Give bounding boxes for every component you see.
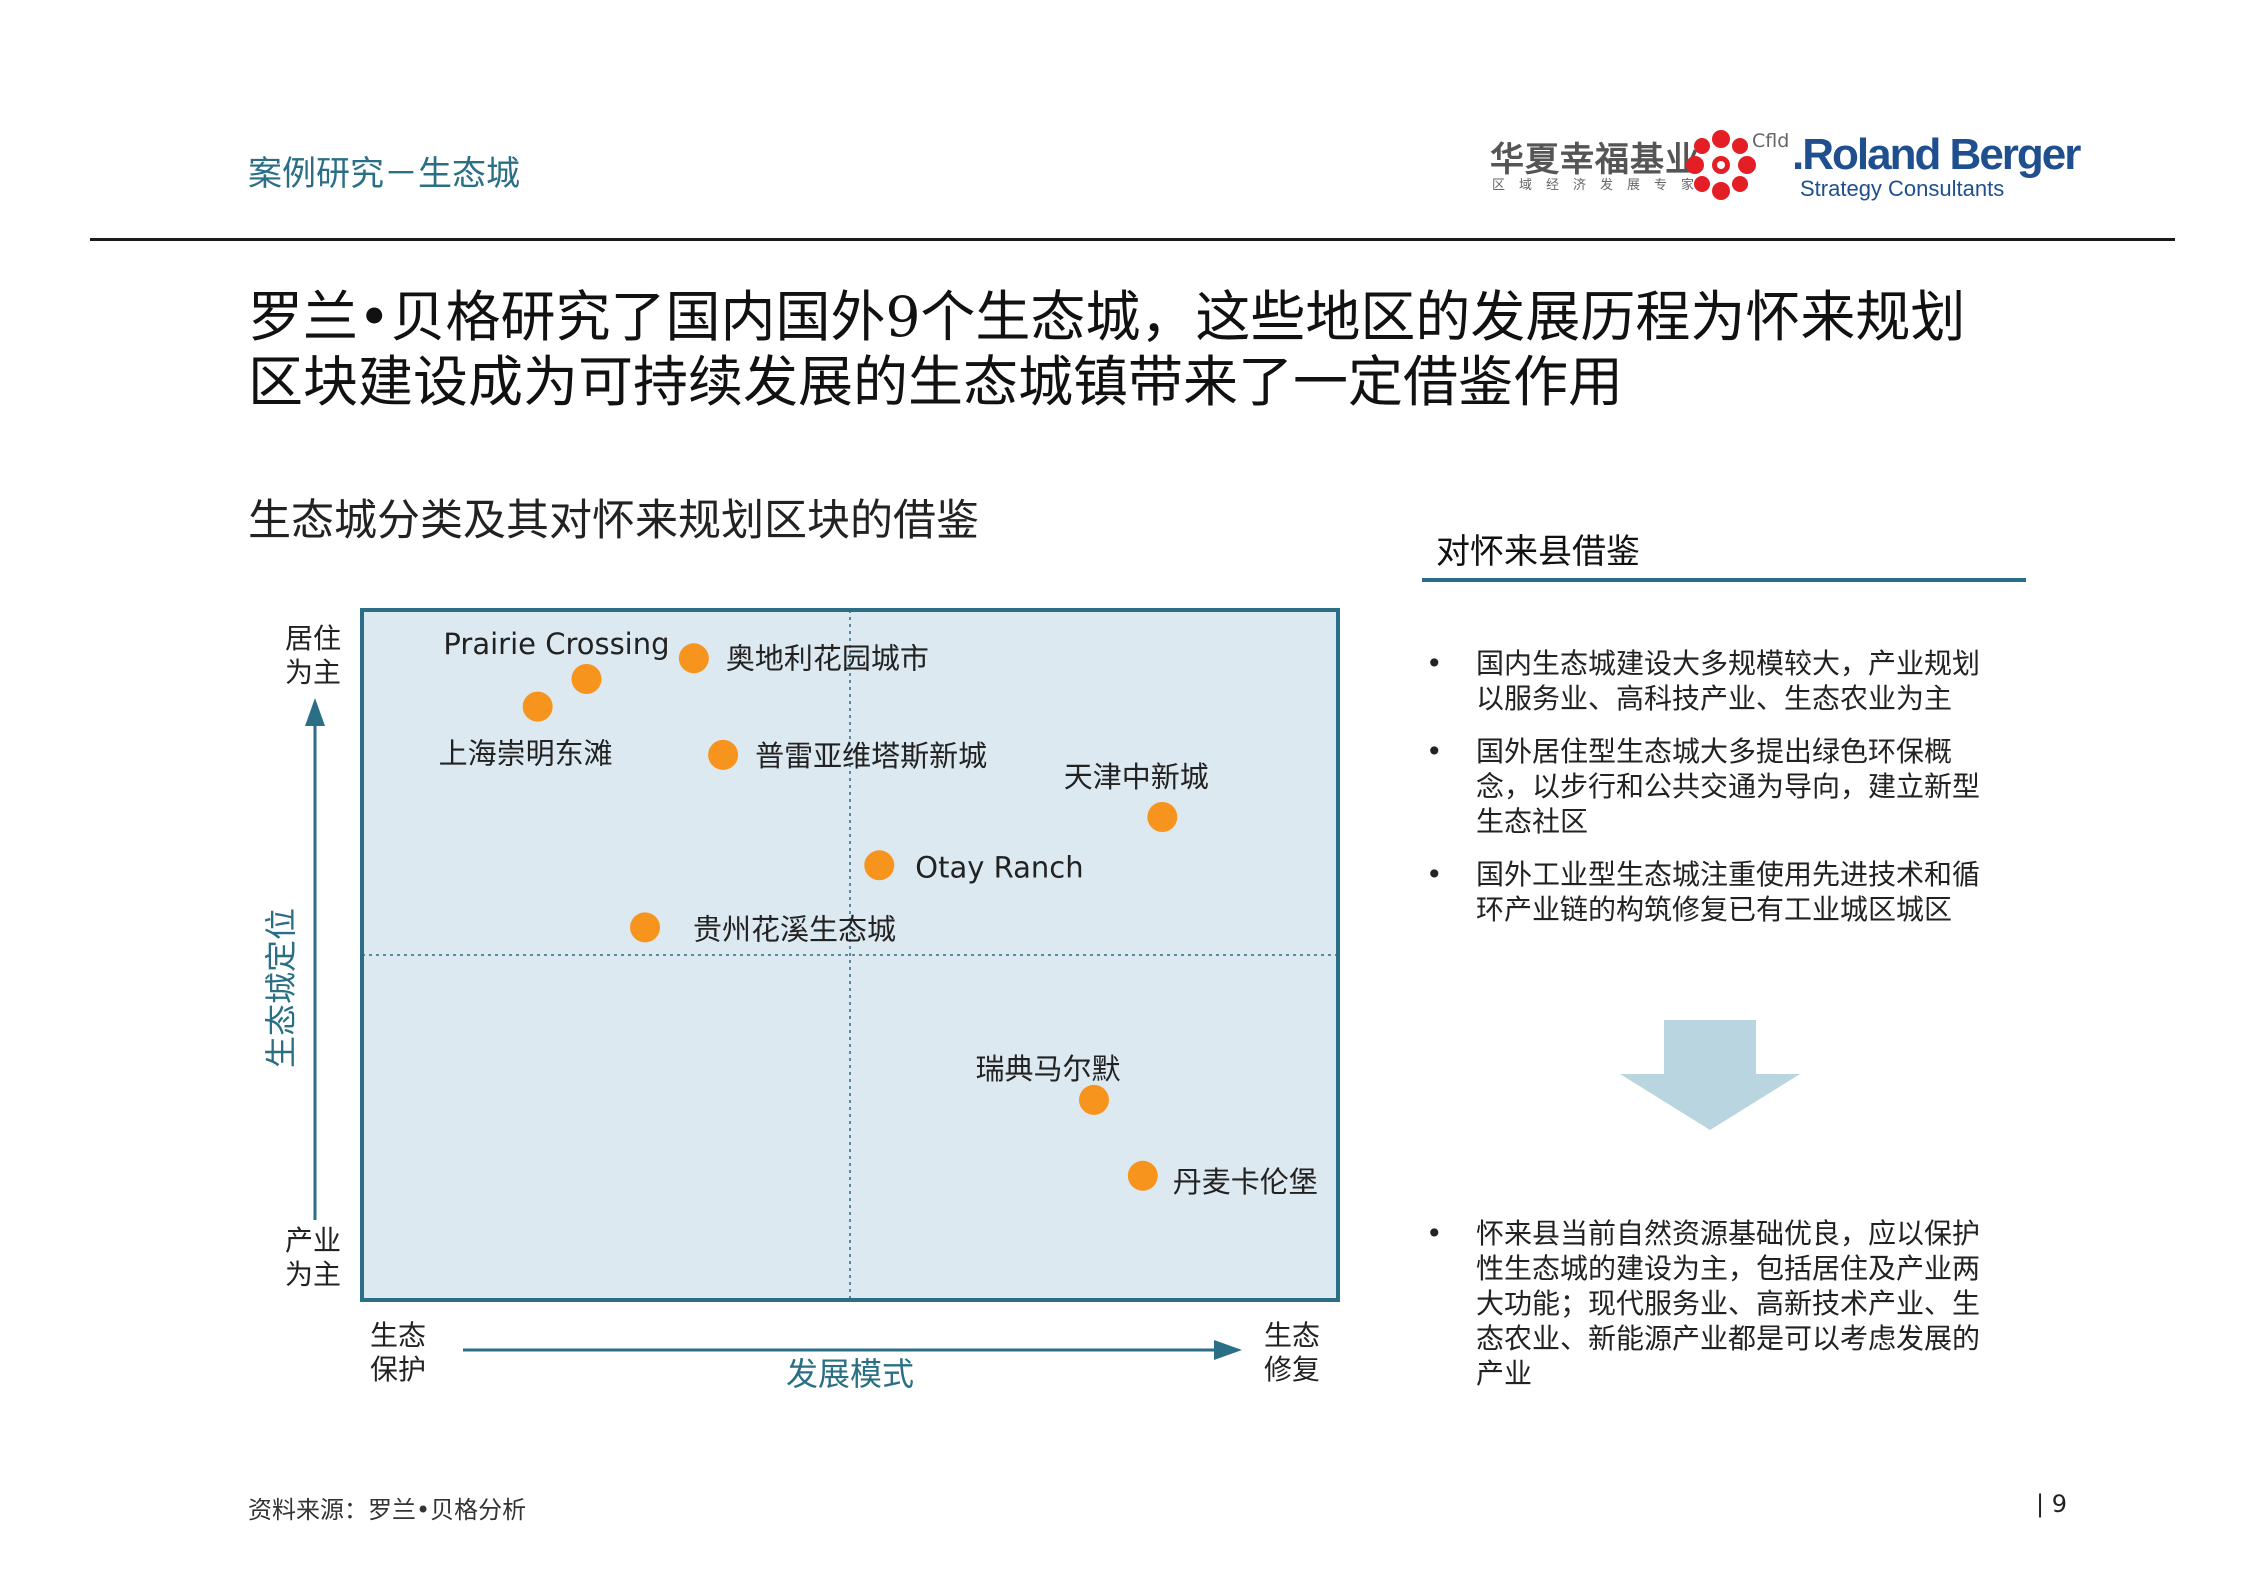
bullet-text: 国外居住型生态城大多提出绿色环保概念，以步行和公共交通为导向，建立新型生态社区 — [1476, 735, 1981, 838]
data-point-label: Otay Ranch — [915, 850, 1083, 884]
data-point — [678, 643, 709, 674]
bullet-item: • 国内生态城建设大多规模较大，产业规划以服务业、高科技产业、生态农业为主 — [1426, 646, 2006, 716]
page-number: | 9 — [2036, 1490, 2067, 1518]
bullet-text: 怀来县当前自然资源基础优良，应以保护性生态城的建设为主，包括居住及产业两大功能；… — [1476, 1217, 1981, 1390]
page-headline: 罗兰•贝格研究了国内国外9个生态城，这些地区的发展历程为怀来规划 区块建设成为可… — [248, 285, 2048, 415]
bullet-dot: • — [1426, 735, 1443, 768]
bullet-item: • 国外工业型生态城注重使用先进技术和循环产业链的构筑修复已有工业城区城区 — [1426, 857, 2006, 927]
bullet-list-top: • 国内生态城建设大多规模较大，产业规划以服务业、高科技产业、生态农业为主 • 国外居… — [1426, 646, 2006, 945]
data-point-label: 瑞典马尔默 — [975, 1052, 1120, 1086]
data-point — [864, 850, 895, 881]
x-axis-title: 发展模式 — [786, 1355, 914, 1393]
down-arrow-icon — [1620, 1020, 1800, 1130]
source-note: 资料来源：罗兰•贝格分析 — [248, 1496, 527, 1524]
x-axis-left-label: 生态保护 — [370, 1319, 426, 1386]
header-divider — [90, 238, 2175, 241]
bullet-item: • 国外居住型生态城大多提出绿色环保概念，以步行和公共交通为导向，建立新型生态社区 — [1426, 734, 2006, 839]
data-point — [1147, 802, 1178, 832]
logo-cfld-chinese: 华夏幸福基业 — [1490, 140, 1700, 180]
data-point-label: 天津中新城 — [1064, 760, 1209, 794]
data-point — [522, 691, 553, 722]
bullet-item: • 怀来县当前自然资源基础优良，应以保护性生态城的建设为主，包括居住及产业两大功能… — [1426, 1216, 2006, 1391]
bullet-dot: • — [1426, 858, 1443, 891]
page-number-value: 9 — [2051, 1490, 2067, 1518]
panel-title-underline — [1422, 578, 2026, 582]
panel-title: 对怀来县借鉴 — [1436, 532, 1640, 572]
chart-title: 生态城分类及其对怀来规划区块的借鉴 — [248, 496, 979, 546]
bullet-text: 国内生态城建设大多规模较大，产业规划以服务业、高科技产业、生态农业为主 — [1476, 647, 1981, 715]
data-point-label: 奥地利花园城市 — [726, 641, 929, 675]
bullet-list-bottom: • 怀来县当前自然资源基础优良，应以保护性生态城的建设为主，包括居住及产业两大功能… — [1426, 1216, 2006, 1409]
data-point — [571, 664, 602, 694]
data-point — [1127, 1160, 1158, 1191]
bullet-text: 国外工业型生态城注重使用先进技术和循环产业链的构筑修复已有工业城区城区 — [1476, 858, 1981, 926]
data-point — [708, 739, 739, 770]
logo-roland-berger-tagline: Strategy Consultants — [1800, 176, 2005, 201]
data-point-label: 丹麦卡伦堡 — [1173, 1165, 1318, 1199]
x-axis-right-label: 生态修复 — [1264, 1319, 1320, 1386]
logo-cfld-tagline: 区域经济发展专家 — [1492, 178, 1709, 193]
y-axis-arrowhead — [305, 698, 325, 726]
y-axis-bottom-label: 产业为主 — [285, 1224, 341, 1291]
bullet-dot: • — [1426, 647, 1443, 680]
data-point-label: 贵州花溪生态城 — [693, 912, 896, 946]
logo-cfld-latin: Cfld — [1752, 130, 1790, 152]
data-point-label: Prairie Crossing — [443, 627, 669, 661]
headline-line-1: 罗兰•贝格研究了国内国外9个生态城，这些地区的发展历程为怀来规划 — [248, 285, 1966, 349]
data-point — [1079, 1084, 1109, 1115]
cfld-flower-logo-icon — [1686, 130, 1756, 200]
x-axis-arrowhead — [1214, 1340, 1242, 1360]
bullet-dot: • — [1426, 1217, 1443, 1250]
section-label: 案例研究－生态城 — [248, 154, 520, 194]
headline-line-2: 区块建设成为可持续发展的生态城镇带来了一定借鉴作用 — [248, 350, 1624, 414]
y-axis-top-label: 居住为主 — [285, 622, 341, 689]
y-axis-title: 生态城定位 — [262, 908, 300, 1068]
data-point-label: 上海崇明东滩 — [439, 737, 613, 771]
logo-roland-berger: .Roland Berger — [1792, 130, 2081, 179]
page-number-bar: | — [2036, 1490, 2052, 1518]
data-point-label: 普雷亚维塔斯新城 — [755, 739, 987, 773]
data-point — [630, 912, 661, 943]
